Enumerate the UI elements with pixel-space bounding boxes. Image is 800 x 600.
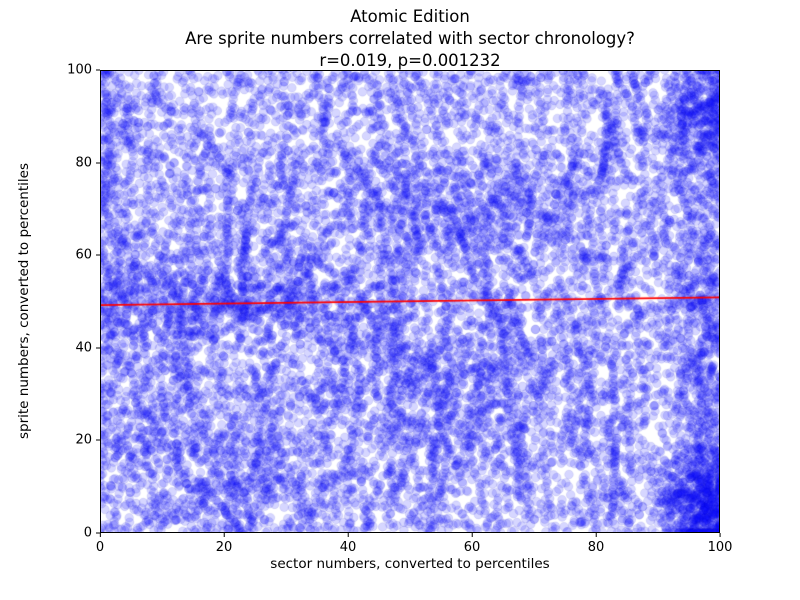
y-tickmark (96, 162, 100, 164)
y-tick-0: 0 (84, 526, 100, 541)
chart-title: Atomic Edition Are sprite numbers correl… (100, 6, 720, 71)
x-tickmark (595, 533, 597, 537)
x-ticklabel: 100 (707, 540, 733, 555)
x-tick-0: 0 (96, 533, 104, 555)
x-tick-80: 80 (587, 533, 605, 555)
x-tick-60: 60 (463, 533, 481, 555)
y-ticklabel: 100 (67, 62, 92, 78)
x-tickmark (719, 533, 721, 537)
x-ticklabel: 0 (95, 540, 105, 555)
title-line-1: Atomic Edition (350, 7, 470, 26)
y-tick-20: 20 (75, 433, 100, 448)
x-tick-40: 40 (339, 533, 357, 555)
x-ticklabel: 60 (463, 540, 481, 555)
y-ticklabel: 0 (83, 525, 92, 541)
y-tick-60: 60 (75, 248, 100, 263)
y-tick-80: 80 (75, 155, 100, 170)
plot-area: 0 20 40 60 80 100 100 80 60 40 20 0 (67, 63, 732, 556)
x-tickmark (471, 533, 473, 537)
y-ticklabel: 80 (75, 155, 92, 171)
x-tick-100: 100 (707, 533, 733, 555)
y-tickmark (96, 69, 100, 71)
title-line-2: Are sprite numbers correlated with secto… (185, 28, 635, 48)
x-tickmark (99, 533, 101, 537)
y-ticklabel: 60 (75, 247, 92, 263)
y-tickmark (96, 532, 100, 534)
title-line-3-stats: r=0.019, p=0.001232 (319, 50, 501, 70)
plot-canvas (100, 70, 720, 533)
y-tickmark (96, 439, 100, 441)
x-axis-label: sector numbers, converted to percentiles (270, 556, 550, 572)
x-ticklabel: 20 (215, 540, 233, 555)
x-tickmark (223, 533, 225, 537)
y-axis-label: sprite numbers, converted to percentiles (16, 162, 32, 440)
x-ticklabel: 80 (587, 540, 605, 555)
y-tick-40: 40 (75, 340, 100, 355)
x-tickmark (347, 533, 349, 537)
y-tickmark (96, 347, 100, 349)
y-ticklabel: 40 (75, 340, 92, 356)
x-tick-20: 20 (215, 533, 233, 555)
y-tickmark (96, 254, 100, 256)
x-ticklabel: 40 (339, 540, 357, 555)
y-tick-100: 100 (67, 63, 100, 78)
y-ticklabel: 20 (75, 432, 92, 448)
